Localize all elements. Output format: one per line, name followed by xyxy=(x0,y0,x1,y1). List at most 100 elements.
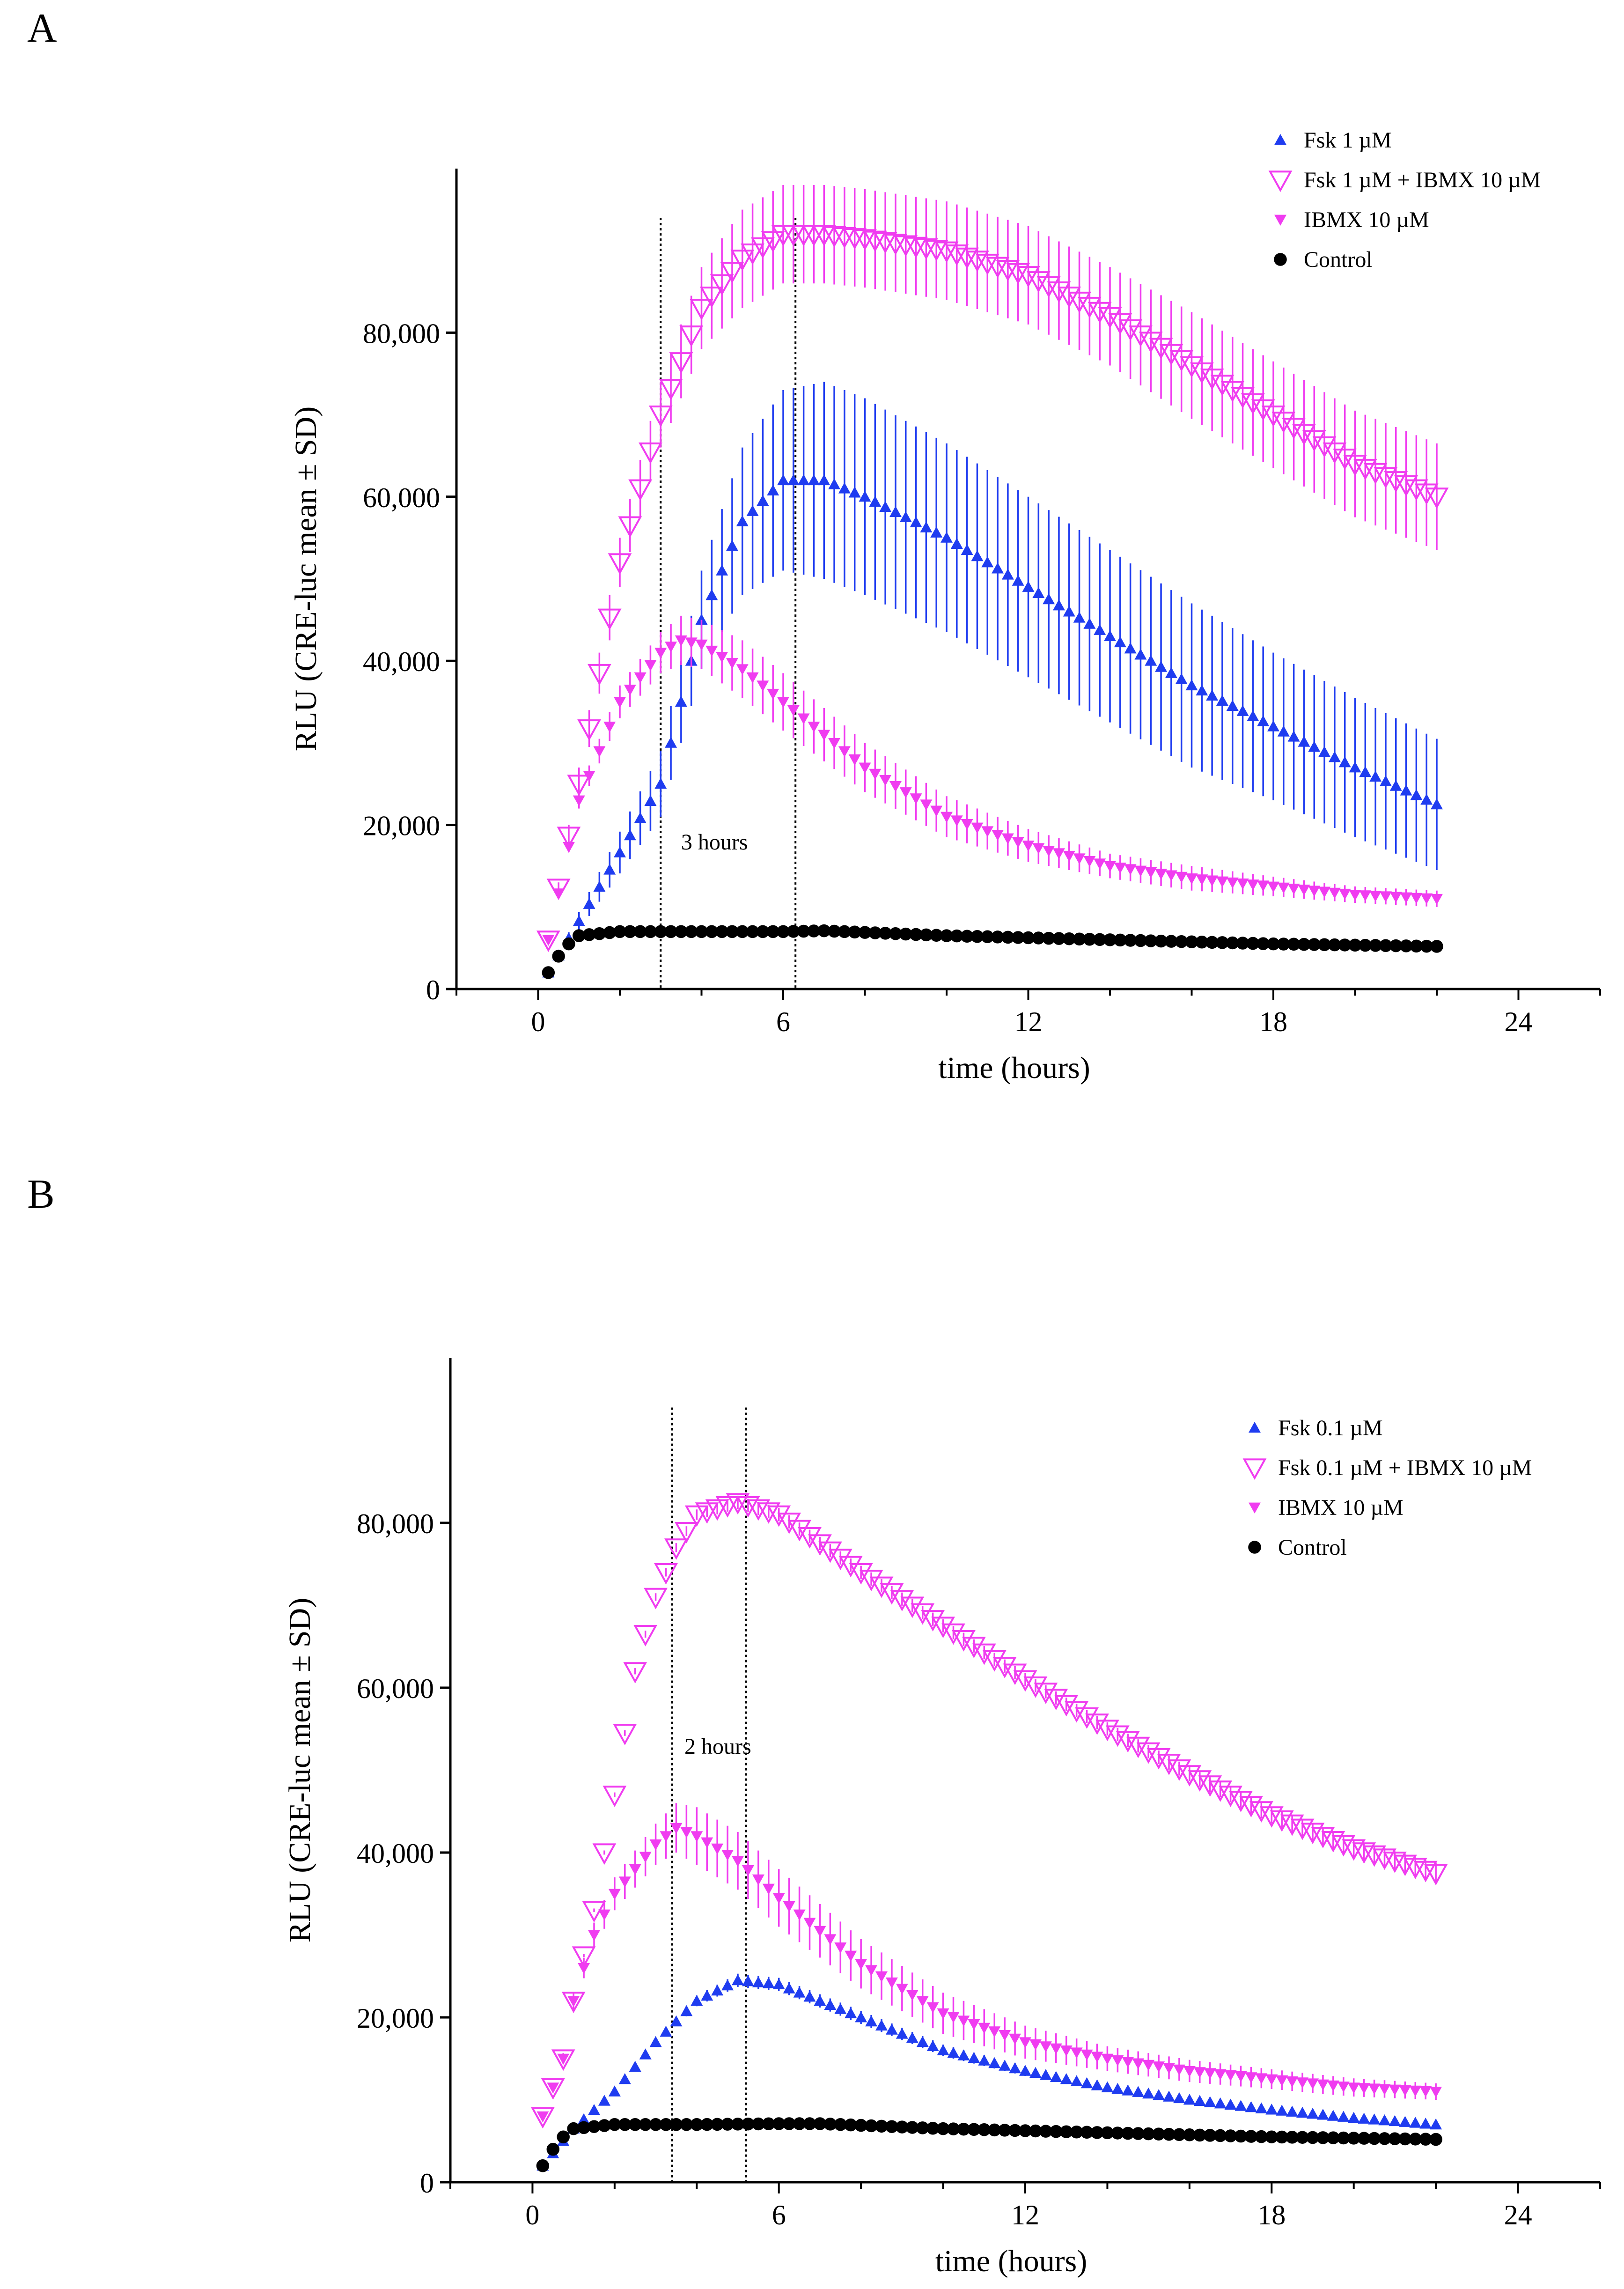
data-point xyxy=(720,262,744,284)
data-point xyxy=(1146,1748,1171,1770)
data-point xyxy=(1226,700,1239,711)
data-point xyxy=(582,1901,606,1923)
data-point xyxy=(1431,893,1443,905)
data-point xyxy=(660,1831,672,1842)
data-point xyxy=(542,935,555,946)
data-point xyxy=(885,1977,898,1989)
data-point xyxy=(808,1534,832,1556)
y-tick-label: 0 xyxy=(426,975,440,1005)
data-point xyxy=(572,1946,596,1968)
data-point xyxy=(592,1843,617,1865)
data-point xyxy=(614,846,626,857)
data-point xyxy=(783,1901,795,1912)
data-point xyxy=(730,250,755,271)
y-tick-label: 40,000 xyxy=(357,1838,434,1869)
data-point xyxy=(824,1934,837,1945)
data-point xyxy=(699,286,724,308)
data-point xyxy=(1129,325,1153,347)
legend-marker xyxy=(1248,1541,1261,1554)
legend-marker xyxy=(1242,1458,1267,1480)
x-tick-label: 18 xyxy=(1257,2200,1286,2230)
data-point xyxy=(639,2048,652,2060)
data-point xyxy=(982,1650,1007,1672)
data-point xyxy=(1124,642,1137,654)
x-tick-label: 0 xyxy=(531,1006,545,1037)
data-point xyxy=(1431,798,1443,810)
data-point xyxy=(828,1549,852,1570)
data-point xyxy=(777,1513,801,1534)
data-point xyxy=(742,1975,754,1986)
data-point xyxy=(1343,455,1367,476)
data-point xyxy=(1394,475,1418,497)
data-point xyxy=(978,2023,991,2034)
data-point xyxy=(1393,1854,1417,1876)
data-point xyxy=(675,635,687,647)
data-point xyxy=(1050,2043,1062,2054)
data-point xyxy=(814,1994,826,2006)
data-point xyxy=(972,1643,996,1665)
data-point xyxy=(684,1505,709,1527)
legend-label: IBMX 10 µM xyxy=(1278,1495,1404,1520)
data-point xyxy=(1036,276,1061,298)
data-point xyxy=(1022,841,1035,852)
data-point xyxy=(695,613,708,625)
data-point xyxy=(1249,1801,1273,1823)
data-point xyxy=(1245,2101,1257,2112)
data-point xyxy=(875,1971,888,1982)
data-point xyxy=(530,2107,555,2129)
data-point xyxy=(910,516,922,527)
data-point xyxy=(1149,338,1173,360)
data-point xyxy=(629,2060,641,2072)
data-point xyxy=(1070,2047,1083,2059)
y-tick-label: 40,000 xyxy=(363,646,440,677)
data-point xyxy=(598,1909,610,1920)
data-point xyxy=(1378,2114,1391,2126)
y-tick-label: 80,000 xyxy=(363,318,440,349)
data-point xyxy=(1276,2075,1288,2087)
x-tick-label: 6 xyxy=(776,1006,790,1037)
data-point xyxy=(767,484,779,496)
data-point xyxy=(777,697,789,708)
y-tick-label: 20,000 xyxy=(357,2003,434,2034)
data-point xyxy=(1378,2084,1391,2095)
data-point xyxy=(577,719,601,741)
series-1 xyxy=(536,185,1449,952)
data-point xyxy=(1342,1839,1366,1861)
data-point xyxy=(965,251,989,273)
data-point xyxy=(613,1724,637,1745)
data-point xyxy=(1142,2087,1155,2099)
data-point xyxy=(885,2023,898,2035)
series-3 xyxy=(542,924,1443,979)
data-point xyxy=(716,564,728,576)
data-point xyxy=(1114,863,1126,874)
data-point xyxy=(1236,705,1249,716)
y-axis-label: RLU (CRE-luc mean ± SD) xyxy=(289,406,323,751)
data-point xyxy=(588,1930,600,1941)
data-point xyxy=(670,1823,683,1834)
data-point xyxy=(1180,356,1204,378)
data-point xyxy=(567,775,591,797)
legend-label: Control xyxy=(1304,247,1373,272)
data-point xyxy=(562,842,575,853)
data-point xyxy=(849,1563,873,1585)
data-point xyxy=(1362,1845,1386,1867)
data-point xyxy=(1167,1759,1191,1781)
data-point xyxy=(985,257,1010,279)
data-point xyxy=(947,2012,960,2023)
data-point xyxy=(1114,636,1126,648)
data-point xyxy=(598,2095,610,2106)
data-point xyxy=(567,1996,580,2007)
data-point xyxy=(1414,483,1439,505)
data-point xyxy=(726,539,738,551)
y-tick-label: 20,000 xyxy=(363,811,440,842)
x-axis-label: time (hours) xyxy=(938,1051,1090,1085)
data-point xyxy=(797,474,810,486)
series-3 xyxy=(536,2117,1442,2172)
data-point xyxy=(660,2025,672,2037)
data-point xyxy=(875,2019,888,2031)
y-axis-label: RLU (CRE-luc mean ± SD) xyxy=(283,1598,317,1942)
data-point xyxy=(1153,2089,1165,2100)
data-point xyxy=(648,406,673,427)
data-point xyxy=(746,672,759,684)
data-point xyxy=(999,2060,1011,2071)
